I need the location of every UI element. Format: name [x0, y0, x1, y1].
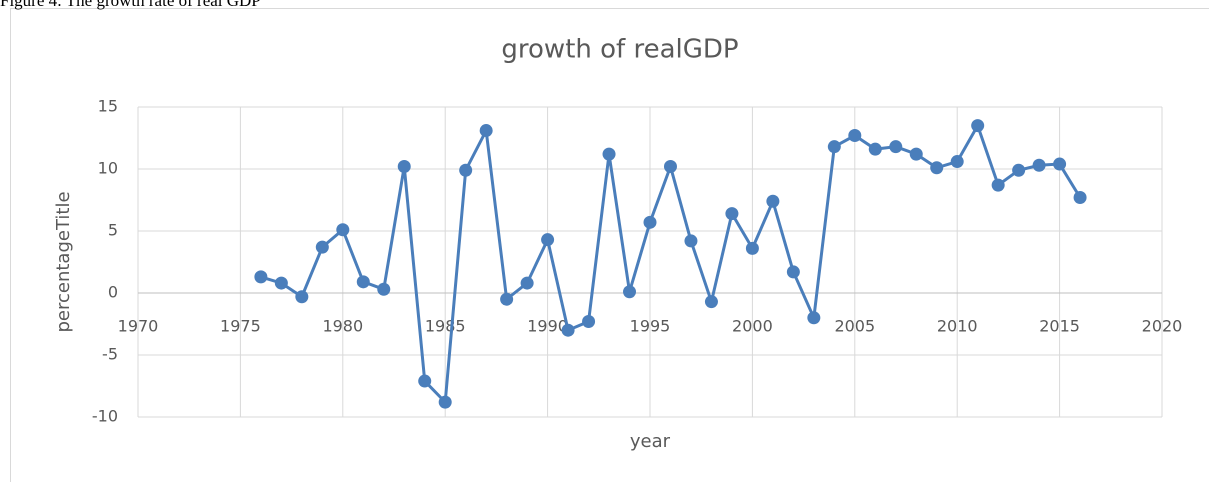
x-tick-label: 2015	[1039, 317, 1080, 336]
x-tick-label: 1995	[630, 317, 671, 336]
chart-title: growth of realGDP	[501, 35, 738, 65]
data-point	[438, 395, 452, 409]
data-point	[807, 311, 821, 325]
data-point	[889, 140, 903, 154]
data-point	[315, 240, 329, 254]
data-point	[459, 163, 473, 177]
data-point	[602, 147, 616, 161]
data-point	[868, 142, 882, 156]
data-point	[623, 285, 637, 299]
x-tick-label: 1990	[527, 317, 568, 336]
data-point	[848, 129, 862, 143]
data-point	[356, 275, 370, 289]
data-point	[1053, 157, 1067, 171]
data-point	[541, 233, 555, 247]
data-point	[274, 276, 288, 290]
data-point	[663, 160, 677, 174]
data-point	[991, 178, 1005, 192]
figure-caption: Figure 4: The growth rate of real GDP	[0, 0, 261, 10]
data-point	[1073, 191, 1087, 205]
data-point	[582, 315, 596, 329]
y-tick-label: -10	[92, 407, 118, 426]
y-axis-label: percentageTitle	[53, 191, 74, 332]
x-tick-label: 2020	[1142, 317, 1183, 336]
y-tick-label: 5	[108, 221, 118, 240]
data-point	[971, 119, 985, 133]
data-point	[561, 323, 575, 337]
y-tick-label: 0	[108, 283, 118, 302]
data-point	[336, 223, 350, 237]
y-tick-label: 10	[98, 159, 118, 178]
data-point	[704, 295, 718, 309]
data-point	[930, 161, 944, 175]
data-point	[479, 124, 493, 138]
x-tick-label: 2010	[937, 317, 978, 336]
data-point	[1032, 158, 1046, 172]
data-point	[295, 290, 309, 304]
data-point	[377, 282, 391, 296]
x-tick-label: 2000	[732, 317, 773, 336]
data-point	[397, 160, 411, 174]
x-tick-label: 1985	[425, 317, 466, 336]
x-tick-label: 2005	[834, 317, 875, 336]
y-tick-label: -5	[102, 345, 118, 364]
data-point	[909, 147, 923, 161]
data-point	[500, 292, 514, 306]
chart-frame	[10, 8, 1209, 482]
data-point	[418, 374, 432, 388]
data-point	[827, 140, 841, 154]
data-point	[684, 234, 698, 248]
data-point	[725, 207, 739, 221]
x-axis-label: year	[630, 431, 671, 452]
y-tick-label: 15	[98, 97, 118, 116]
x-tick-label: 1970	[118, 317, 159, 336]
x-tick-label: 1975	[220, 317, 261, 336]
data-point	[520, 276, 534, 290]
data-point	[766, 194, 780, 208]
data-point	[254, 270, 268, 284]
data-point	[643, 215, 657, 229]
data-point	[786, 265, 800, 279]
x-tick-label: 1980	[322, 317, 363, 336]
data-point	[1012, 163, 1026, 177]
data-point	[745, 241, 759, 255]
data-point	[950, 155, 964, 169]
